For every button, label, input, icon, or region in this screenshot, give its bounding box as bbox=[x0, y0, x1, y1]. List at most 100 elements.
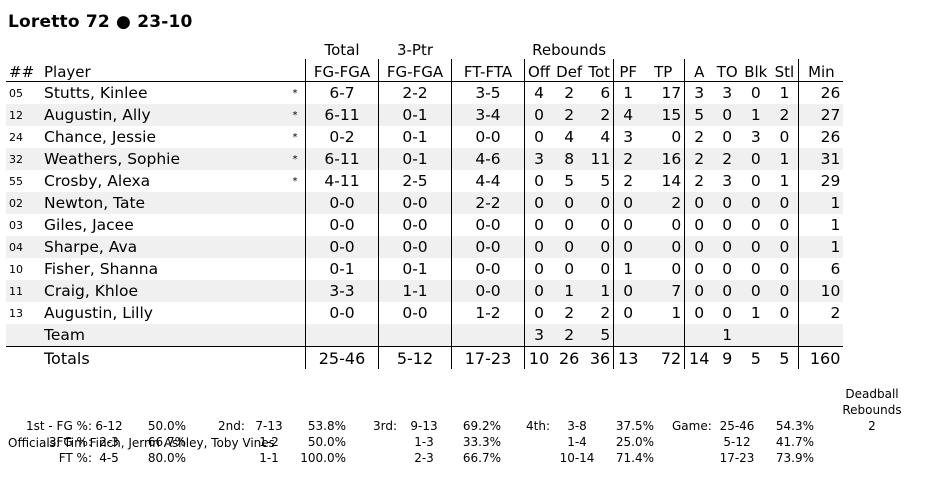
off-cell: 3 bbox=[524, 148, 554, 170]
blk-cell: 0 bbox=[750, 172, 761, 190]
fg-cell: 0-0 bbox=[305, 214, 379, 236]
player-number: 24 bbox=[9, 130, 23, 144]
player-name: Sharpe, Ava bbox=[41, 236, 285, 258]
pf-cell: 0 bbox=[613, 280, 643, 302]
deadball-label-2: Rebounds bbox=[842, 403, 902, 417]
team-stl bbox=[770, 324, 799, 347]
officials-line: Officials: Tim Finch, Jerrin Ashley, Tob… bbox=[8, 436, 275, 450]
player-name: Stutts, Kinlee bbox=[44, 84, 148, 102]
blk-cell: 1 bbox=[750, 304, 761, 322]
fg-cell: 6-11 bbox=[305, 104, 379, 126]
player-name: Chance, Jessie bbox=[44, 128, 156, 146]
player-number: 04 bbox=[6, 236, 41, 258]
fg-cell: 6-11 bbox=[305, 148, 379, 170]
pct-group-label: 3rd: bbox=[373, 419, 398, 433]
pct-value: 66.7% bbox=[462, 451, 501, 465]
pct-value: 37.5% bbox=[615, 419, 654, 433]
pct-group-label: 4th: bbox=[526, 419, 550, 433]
tp-cell: 1 bbox=[671, 304, 682, 322]
team-score-title: Loretto 72 ● 23-10 bbox=[8, 12, 193, 32]
pf-cell: 1 bbox=[613, 258, 643, 280]
a-cell: 2 bbox=[684, 126, 714, 148]
totals-starter bbox=[285, 346, 306, 369]
fg3-cell: 2-2 bbox=[378, 81, 452, 104]
totals-stl: 5 bbox=[770, 346, 799, 369]
player-name: Craig, Khloe bbox=[41, 280, 285, 302]
header-min: Min bbox=[798, 59, 844, 82]
pct-made: 9-13 bbox=[410, 419, 438, 433]
pf-cell: 1 bbox=[613, 81, 643, 104]
pct-made: 1-1 bbox=[259, 451, 279, 465]
header-ft: FT-FTA bbox=[451, 59, 525, 82]
game-percentages: Game: 25-46 54.3% 5-12 41.7% 17-23 73.9% bbox=[672, 386, 814, 482]
player-number: 02 bbox=[6, 192, 41, 214]
to-cell: 0 bbox=[722, 128, 733, 146]
def-cell: 4 bbox=[564, 128, 575, 146]
header-total: Total bbox=[324, 41, 360, 59]
pct-value: 33.3% bbox=[462, 435, 501, 449]
tp-cell: 16 bbox=[642, 148, 685, 170]
player-name: Giles, Jacee bbox=[44, 216, 134, 234]
second-percentages: 2nd: 7-13 53.8% 1-2 50.0% 1-1 100.0% bbox=[218, 386, 346, 482]
stl-cell: 0 bbox=[779, 128, 790, 146]
header-tp: TP bbox=[642, 59, 685, 82]
totals-tot: 36 bbox=[585, 346, 614, 369]
stl-cell: 0 bbox=[779, 304, 790, 322]
a-cell: 0 bbox=[684, 280, 714, 302]
starter-mark: * bbox=[285, 148, 306, 170]
starter-mark bbox=[285, 302, 306, 324]
off-cell: 0 bbox=[524, 302, 554, 324]
min-cell: 1 bbox=[798, 214, 844, 236]
def-cell: 0 bbox=[564, 216, 575, 234]
third-percentages: 3rd: 9-13 69.2% 1-3 33.3% 2-3 66.7% bbox=[373, 386, 501, 482]
fg-cell: 6-7 bbox=[305, 81, 379, 104]
tot-cell: 0 bbox=[600, 216, 611, 234]
ft-cell: 3-4 bbox=[451, 104, 525, 126]
ft-cell: 1-2 bbox=[451, 302, 525, 324]
pct-value: 50.0% bbox=[147, 419, 186, 433]
team-ft bbox=[451, 324, 525, 347]
tp-cell: 0 bbox=[642, 236, 685, 258]
to-cell: 2 bbox=[713, 148, 742, 170]
player-number: 12 bbox=[6, 104, 41, 126]
player-name: Augustin, Lilly bbox=[44, 304, 153, 322]
a-cell: 0 bbox=[684, 214, 714, 236]
fg3-cell: 0-1 bbox=[378, 258, 452, 280]
player-name: Weathers, Sophie bbox=[41, 148, 285, 170]
fg3-cell: 1-1 bbox=[378, 280, 452, 302]
player-row: 03 Giles, Jacee 0-0 0-0 0-0 0 0 0 0 0 0 0 0 0 1 bbox=[6, 214, 844, 236]
header-to: TO bbox=[713, 59, 742, 82]
pct-value: 25.0% bbox=[615, 435, 654, 449]
fg3-cell: 2-5 bbox=[378, 170, 452, 192]
tot-cell: 2 bbox=[600, 304, 611, 322]
totals-fg3: 5-12 bbox=[378, 346, 452, 369]
stl-cell: 0 bbox=[770, 236, 799, 258]
pct-value: 73.9% bbox=[775, 451, 814, 465]
starter-mark bbox=[285, 280, 306, 302]
header-a: A bbox=[684, 59, 714, 82]
tot-cell: 5 bbox=[600, 172, 611, 190]
totals-min: 160 bbox=[798, 346, 844, 369]
pct-value: 41.7% bbox=[775, 435, 814, 449]
team-name: Team bbox=[41, 324, 285, 347]
stl-cell: 0 bbox=[770, 280, 799, 302]
header-num: ## bbox=[6, 59, 41, 82]
player-row: 12 Augustin, Ally * 6-11 0-1 3-4 0 2 2 4 15 5 0 1 2 27 bbox=[6, 104, 844, 126]
player-number: 13 bbox=[9, 306, 23, 320]
box-score-table: Total 3-Ptr Rebounds ## Player FG-FGA FG… bbox=[6, 37, 844, 369]
to-cell: 0 bbox=[722, 216, 733, 234]
pct-value: 69.2% bbox=[462, 419, 501, 433]
totals-ft: 17-23 bbox=[451, 346, 525, 369]
to-cell: 0 bbox=[713, 236, 742, 258]
pf-cell: 2 bbox=[613, 170, 643, 192]
blk-cell: 0 bbox=[741, 280, 771, 302]
header-fg3: FG-FGA bbox=[378, 59, 452, 82]
deadball-rebounds: Deadball Rebounds 2 bbox=[832, 386, 912, 434]
fg3-cell: 0-1 bbox=[378, 126, 452, 148]
header-rebounds: Rebounds bbox=[532, 41, 607, 59]
tot-cell: 6 bbox=[600, 84, 611, 102]
pct-label: FT %: bbox=[58, 451, 92, 465]
player-name: Fisher, Shanna bbox=[44, 260, 159, 278]
starter-mark: * bbox=[292, 175, 298, 187]
header-tot: Tot bbox=[585, 59, 614, 82]
